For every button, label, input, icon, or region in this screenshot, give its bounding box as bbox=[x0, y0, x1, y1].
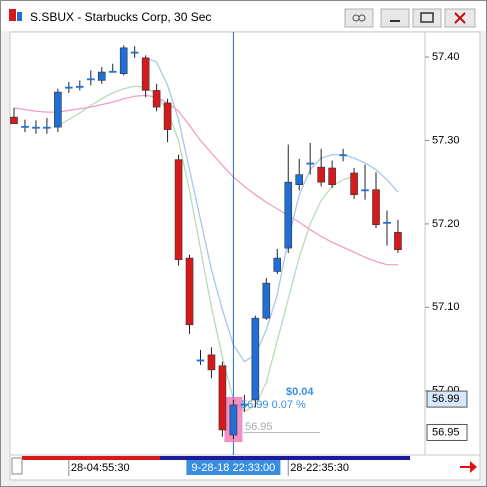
candle-body bbox=[32, 126, 40, 129]
window-title: S.SBUX - Starbucks Corp, 30 Sec bbox=[30, 10, 211, 24]
minimize-button[interactable] bbox=[380, 8, 410, 28]
crosshair-time-box bbox=[186, 460, 281, 475]
close-button[interactable] bbox=[444, 8, 476, 28]
scroll-handle[interactable] bbox=[11, 457, 23, 475]
candle-body bbox=[185, 257, 194, 326]
candle-body bbox=[196, 359, 205, 362]
candle-body bbox=[251, 317, 260, 401]
price-label-box bbox=[426, 390, 468, 408]
candle-body bbox=[108, 70, 117, 73]
candle-body bbox=[317, 166, 325, 183]
change-annotation: $0.04 bbox=[286, 386, 314, 398]
y-tick-label: 57.20 bbox=[432, 218, 460, 230]
price-label: 56.95 bbox=[432, 426, 460, 438]
candle-body bbox=[10, 116, 18, 125]
candle-body bbox=[350, 172, 358, 195]
moving-average-line bbox=[145, 57, 399, 363]
candle-body bbox=[65, 86, 73, 89]
link-button[interactable] bbox=[344, 8, 374, 28]
candle-body bbox=[119, 47, 128, 75]
scroll-right-arrow[interactable] bbox=[460, 461, 477, 473]
candle-body bbox=[339, 154, 347, 157]
candle-body bbox=[229, 404, 238, 436]
candle-body bbox=[240, 403, 249, 406]
y-tick-label: 57.40 bbox=[432, 51, 460, 63]
app-icon bbox=[9, 9, 22, 21]
x-tick-label: 28-22:35:30 bbox=[290, 462, 349, 474]
price-axis bbox=[424, 31, 481, 456]
y-tick-label: 57.30 bbox=[432, 134, 460, 146]
candle-body bbox=[86, 78, 95, 81]
candle-body bbox=[394, 231, 402, 251]
candle-body bbox=[218, 365, 227, 431]
crosshair-time-label: 9-28-18 22:33:00 bbox=[192, 462, 276, 474]
candle-body bbox=[295, 174, 304, 185]
restore-button[interactable] bbox=[412, 8, 442, 28]
candle-body bbox=[262, 282, 271, 319]
candle-body bbox=[306, 162, 314, 165]
candle-body bbox=[97, 71, 106, 81]
x-tick-label: 28-04:55:30 bbox=[71, 462, 130, 474]
chart-marks: 57.4057.3057.2057.1057.0028-04:55:309-28… bbox=[10, 32, 468, 476]
candle-body bbox=[21, 125, 29, 128]
candle-body bbox=[152, 90, 161, 108]
candle-body bbox=[372, 189, 380, 226]
reference-annotation: 56.95 bbox=[245, 421, 273, 433]
moving-average-line bbox=[57, 85, 355, 413]
candle-body bbox=[163, 102, 172, 130]
candle-body bbox=[43, 126, 51, 129]
candle-body bbox=[284, 181, 293, 249]
candle-body bbox=[174, 159, 183, 261]
price-change-annotation: 56.99 0.07 % bbox=[241, 399, 306, 411]
candle-body bbox=[76, 85, 84, 88]
candle-body bbox=[273, 257, 282, 272]
candle-body bbox=[54, 91, 62, 128]
candle-body bbox=[361, 189, 369, 192]
scroll-view[interactable] bbox=[160, 456, 410, 460]
price-label-box bbox=[426, 423, 468, 441]
plot-area[interactable] bbox=[9, 31, 426, 456]
candle-body bbox=[328, 167, 336, 185]
price-label: 56.99 bbox=[432, 393, 460, 405]
moving-average-line bbox=[13, 94, 398, 266]
candle-body bbox=[383, 221, 391, 224]
candle-body bbox=[207, 354, 216, 371]
candle-body bbox=[141, 57, 150, 91]
scroll-history bbox=[22, 456, 160, 460]
candle-body bbox=[130, 51, 139, 54]
y-tick-label: 57.10 bbox=[432, 301, 460, 313]
